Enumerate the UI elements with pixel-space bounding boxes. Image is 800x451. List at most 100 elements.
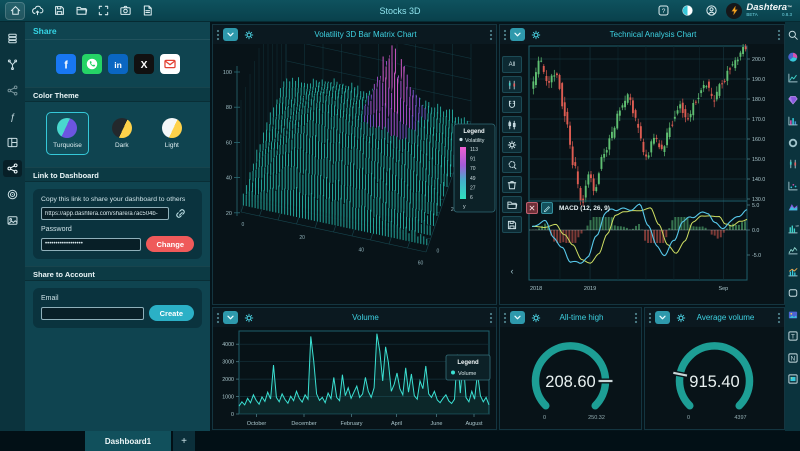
theme-option-light[interactable]: Light bbox=[155, 112, 189, 155]
home-button[interactable] bbox=[5, 1, 25, 20]
volume-chart[interactable]: 0 1000 2000 3000 4000 October December February… bbox=[213, 327, 496, 430]
widget-combo-chart-button[interactable] bbox=[786, 265, 800, 279]
rail-image-button[interactable] bbox=[3, 212, 22, 229]
average-volume-gauge[interactable]: 915.40 0 4397 bbox=[645, 327, 784, 430]
candlestick-chart[interactable]: 200.0 190.0 180.0 170.0 160.0 150.0 140.0 130.0… bbox=[524, 44, 784, 306]
rail-data-table-button[interactable] bbox=[3, 30, 22, 47]
widget-sketch-chart-button[interactable] bbox=[786, 243, 800, 257]
rail-share-alt-button[interactable] bbox=[3, 82, 22, 99]
widget-search-button[interactable] bbox=[786, 28, 800, 42]
brush-tool-button[interactable] bbox=[502, 156, 522, 173]
panel-settings-button[interactable] bbox=[673, 311, 688, 324]
candle-style-button[interactable] bbox=[502, 76, 522, 93]
collapse-panel-button[interactable] bbox=[655, 311, 670, 324]
widget-candle-chart-button[interactable] bbox=[786, 157, 800, 171]
theme-toggle-button[interactable] bbox=[678, 3, 696, 19]
remove-indicator-button[interactable] bbox=[526, 202, 538, 214]
share-linkedin-button[interactable]: in bbox=[107, 54, 128, 74]
change-password-button[interactable]: Change bbox=[146, 236, 194, 252]
range-all-button[interactable]: All bbox=[502, 56, 522, 73]
rail-layout-button[interactable] bbox=[3, 134, 22, 151]
x-icon: X bbox=[140, 60, 147, 71]
fullscreen-button[interactable] bbox=[94, 3, 112, 19]
panel-title: Average volume bbox=[696, 313, 755, 322]
drag-handle[interactable] bbox=[216, 311, 220, 324]
tab-dashboard1[interactable]: Dashboard1 bbox=[85, 431, 171, 451]
drag-handle[interactable] bbox=[503, 28, 507, 41]
widget-donut-chart-button[interactable] bbox=[786, 136, 800, 150]
screenshot-button[interactable] bbox=[116, 3, 134, 19]
svg-text:80: 80 bbox=[226, 105, 232, 111]
drag-handle[interactable] bbox=[489, 28, 493, 41]
edit-indicator-button[interactable] bbox=[541, 202, 553, 214]
all-time-high-gauge[interactable]: 208.60 0 250.32 bbox=[500, 327, 641, 430]
collapse-panel-button[interactable] bbox=[510, 28, 525, 41]
drag-handle[interactable] bbox=[634, 311, 638, 324]
copy-link-icon[interactable] bbox=[174, 207, 187, 220]
widget-note-widget-button[interactable]: N bbox=[786, 351, 800, 365]
svg-text:f: f bbox=[64, 60, 68, 72]
widget-ms-bar-chart-button[interactable]: MS bbox=[786, 222, 800, 236]
share-facebook-button[interactable]: f bbox=[55, 54, 76, 74]
functions-icon: ƒ bbox=[10, 112, 15, 122]
widget-frame-widget-button[interactable] bbox=[786, 372, 800, 386]
share-email-button[interactable] bbox=[159, 54, 180, 74]
rail-share-button[interactable] bbox=[3, 160, 22, 177]
indicator-settings-button[interactable] bbox=[502, 136, 522, 153]
export-file-button[interactable] bbox=[138, 3, 156, 19]
drag-handle[interactable] bbox=[503, 311, 507, 324]
drag-handle[interactable] bbox=[216, 28, 220, 41]
collapse-panel-button[interactable] bbox=[510, 311, 525, 324]
share-whatsapp-button[interactable] bbox=[81, 54, 102, 74]
panel-settings-button[interactable] bbox=[241, 311, 256, 324]
rail-functions-button[interactable]: ƒ bbox=[3, 108, 22, 125]
add-dashboard-tab[interactable]: + bbox=[173, 431, 195, 451]
panel-settings-button[interactable] bbox=[528, 311, 543, 324]
widget-text-widget-button[interactable]: T bbox=[786, 329, 800, 343]
panel-settings-button[interactable] bbox=[528, 28, 543, 41]
rail-target-button[interactable] bbox=[3, 186, 22, 203]
svg-text:2000: 2000 bbox=[222, 377, 234, 383]
folder-open-button[interactable] bbox=[72, 3, 90, 19]
save-layout-button[interactable] bbox=[502, 216, 522, 233]
cloud-upload-button[interactable] bbox=[28, 3, 46, 19]
panel-settings-button[interactable] bbox=[241, 28, 256, 41]
magnet-mode-button[interactable] bbox=[502, 96, 522, 113]
brand-beta: BETA bbox=[746, 12, 758, 17]
password-input[interactable] bbox=[41, 237, 142, 251]
create-share-button[interactable]: Create bbox=[148, 305, 194, 321]
help-button[interactable]: ? bbox=[654, 3, 672, 19]
drag-handle[interactable] bbox=[489, 311, 493, 324]
widget-scatter-chart-button[interactable] bbox=[786, 179, 800, 193]
account-card: Email Create bbox=[33, 288, 202, 328]
email-input[interactable] bbox=[41, 306, 144, 320]
hollow-candles-button[interactable] bbox=[502, 116, 522, 133]
widget-pie-chart-button[interactable] bbox=[786, 50, 800, 64]
widget-image-widget-button[interactable] bbox=[786, 308, 800, 322]
widget-surface-chart-button[interactable] bbox=[786, 200, 800, 214]
widget-bar-chart-button[interactable] bbox=[786, 114, 800, 128]
collapse-panel-button[interactable] bbox=[223, 28, 238, 41]
volatility-3d-chart[interactable]: 1008060402002040600204060LegendVolatilit… bbox=[213, 44, 496, 304]
widget-shape-widget-button[interactable] bbox=[786, 286, 800, 300]
gear-icon bbox=[507, 140, 517, 149]
delete-tool-button[interactable] bbox=[502, 176, 522, 193]
drag-handle[interactable] bbox=[648, 311, 652, 324]
linkedin-icon: in bbox=[114, 60, 122, 70]
share-x-button[interactable]: X bbox=[133, 54, 154, 74]
collapse-toolbar-button[interactable]: ‹ bbox=[510, 265, 514, 276]
toolbar-right-icons: ? bbox=[654, 3, 720, 19]
drag-handle[interactable] bbox=[777, 311, 781, 324]
drag-handle[interactable] bbox=[777, 28, 781, 41]
widget-gem-chart-button[interactable] bbox=[786, 93, 800, 107]
theme-option-turquoise[interactable]: Turquoise bbox=[46, 112, 89, 155]
theme-option-dark[interactable]: Dark bbox=[105, 112, 139, 155]
rail-connections-button[interactable] bbox=[3, 56, 22, 73]
collapse-panel-button[interactable] bbox=[223, 311, 238, 324]
widget-line-chart-button[interactable] bbox=[786, 71, 800, 85]
share-url-input[interactable] bbox=[41, 207, 169, 220]
account-button[interactable] bbox=[702, 3, 720, 19]
svg-text:y: y bbox=[463, 204, 466, 210]
save-button[interactable] bbox=[50, 3, 68, 19]
load-layout-button[interactable] bbox=[502, 196, 522, 213]
